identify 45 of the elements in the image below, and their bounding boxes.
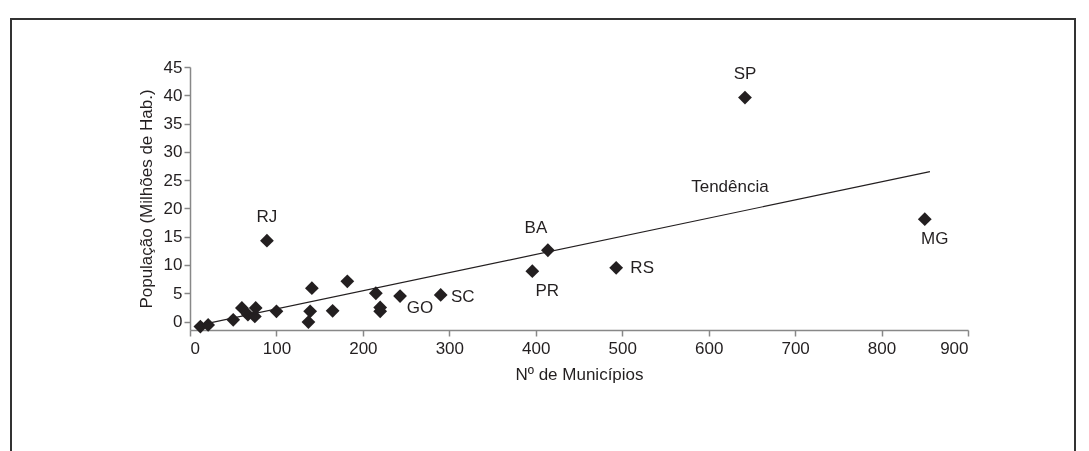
y-tick-label: 15 bbox=[163, 227, 183, 247]
y-tick-label: 5 bbox=[173, 283, 183, 303]
y-tick-label: 40 bbox=[163, 85, 183, 105]
point bbox=[325, 303, 340, 318]
point bbox=[303, 304, 318, 319]
x-tick-label: 100 bbox=[262, 338, 292, 358]
x-tick-label: 900 bbox=[940, 338, 969, 358]
y-axis-title: População (Milhões de Hab.) bbox=[136, 89, 156, 309]
x-tick-label: 800 bbox=[867, 338, 897, 358]
point bbox=[609, 260, 624, 275]
series-label: Tendência bbox=[691, 176, 770, 196]
point bbox=[433, 288, 448, 302]
annotation: GO bbox=[406, 298, 434, 318]
y-tick-label: 25 bbox=[163, 170, 183, 190]
point bbox=[393, 289, 407, 303]
y-tick-label: 10 bbox=[163, 255, 183, 275]
point bbox=[525, 264, 540, 279]
annotation: RJ bbox=[256, 206, 278, 226]
y-tick-label: 45 bbox=[163, 57, 183, 77]
annotation: PR bbox=[535, 281, 560, 301]
point bbox=[248, 301, 263, 315]
x-tick-label: 700 bbox=[781, 338, 810, 358]
point bbox=[304, 281, 319, 296]
annotation: RS bbox=[630, 257, 654, 277]
x-tick-label: 300 bbox=[435, 338, 465, 358]
annotation: SC bbox=[450, 286, 475, 306]
x-tick-label: 600 bbox=[694, 338, 724, 358]
point bbox=[260, 233, 274, 248]
point bbox=[368, 286, 383, 301]
annotation: SP bbox=[733, 63, 757, 83]
x-axis-title: Nº de Municípios bbox=[515, 364, 644, 384]
point bbox=[738, 90, 752, 105]
y-tick-label: 35 bbox=[163, 114, 183, 134]
point bbox=[917, 212, 932, 227]
annotation: MG bbox=[921, 229, 949, 249]
y-tick-label: 0 bbox=[173, 312, 183, 332]
point bbox=[340, 274, 355, 289]
annotation: BA bbox=[524, 218, 548, 238]
x-tick-label: 500 bbox=[608, 338, 637, 358]
x-tick-label: 200 bbox=[349, 338, 378, 358]
y-tick-label: 30 bbox=[163, 142, 183, 162]
x-tick-label: 400 bbox=[522, 338, 551, 358]
y-tick-label: 20 bbox=[163, 198, 183, 218]
x-tick-label: 0 bbox=[190, 338, 200, 358]
point bbox=[301, 315, 316, 329]
